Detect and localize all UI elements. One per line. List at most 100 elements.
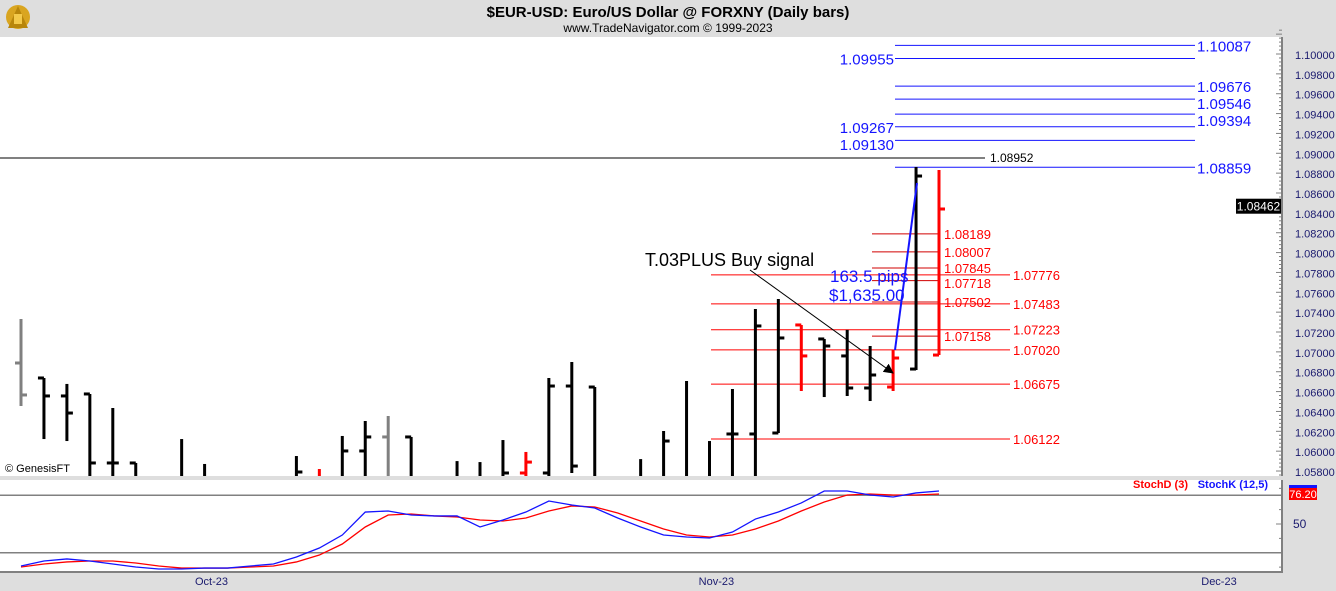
stoch-axis: 50 [1276, 487, 1307, 568]
price-tick-label: 1.06600 [1295, 388, 1335, 400]
watermark: © GenesisFT [5, 463, 70, 475]
ohlc-bar [542, 377, 555, 476]
price-tick-label: 1.10000 [1295, 50, 1335, 62]
ohlc-bar [359, 420, 372, 476]
stoch-lines [20, 490, 940, 570]
level-label-red-short: 1.07718 [944, 276, 991, 291]
date-tick-label: Dec-23 [1201, 576, 1236, 588]
ohlc-bar [910, 166, 923, 371]
level-label-blue: 1.09130 [840, 137, 894, 154]
panel-separator[interactable] [0, 476, 1336, 480]
ohlc-bar [818, 337, 831, 398]
stoch-series-line [20, 490, 940, 570]
level-label-blue: 1.09267 [840, 120, 894, 137]
ohlc-bar [129, 461, 138, 476]
legend-stochd: StochD (3) [1133, 479, 1188, 491]
level-label-blue: 1.10087 [1197, 38, 1251, 55]
annotations: T.03PLUS Buy signal 163.5 pips $1,635.00 [645, 182, 918, 374]
price-tick-label: 1.06400 [1295, 407, 1335, 419]
price-tick-label: 1.07800 [1295, 268, 1335, 280]
price-tick-label: 1.09800 [1295, 70, 1335, 82]
level-label-red: 1.07020 [1013, 343, 1060, 358]
stoch-last-label: 76.20 [1289, 489, 1317, 501]
price-bars [15, 166, 945, 476]
ohlc-bar [382, 416, 390, 476]
ohlc-bar [501, 440, 509, 476]
stoch-tick-label: 50 [1293, 517, 1307, 531]
pips-label: 163.5 pips [830, 267, 908, 286]
price-tick-label: 1.08800 [1295, 169, 1335, 181]
price-tick-label: 1.09400 [1295, 110, 1335, 122]
header-bar [0, 0, 1336, 37]
ohlc-bar [795, 323, 808, 391]
ohlc-bar [933, 169, 945, 357]
level-label-red: 1.07223 [1013, 323, 1060, 338]
ohlc-bar [15, 319, 27, 406]
level-label-blue: 1.08859 [1197, 160, 1251, 177]
ohlc-bar [662, 431, 670, 476]
price-tick-label: 1.08200 [1295, 229, 1335, 241]
price-tick-label: 1.09600 [1295, 90, 1335, 102]
level-label-red: 1.07776 [1013, 268, 1060, 283]
ohlc-bar [340, 435, 349, 476]
ohlc-bar [60, 383, 73, 442]
price-tick-label: 1.07600 [1295, 288, 1335, 300]
gain-line [894, 182, 918, 351]
buy-signal-label: T.03PLUS Buy signal [645, 250, 814, 270]
level-label-red: 1.06122 [1013, 432, 1060, 447]
level-label-red-short: 1.07502 [944, 295, 991, 310]
ohlc-bar [841, 329, 854, 397]
chart-subtitle: www.TradeNavigator.com © 1999-2023 [562, 21, 772, 35]
price-tick-label: 1.07400 [1295, 308, 1335, 320]
price-tick-label: 1.07000 [1295, 348, 1335, 360]
ohlc-bar [772, 299, 785, 435]
date-axis: Oct-23 Nov-23 Dec-23 [195, 576, 1237, 588]
level-label-blue: 1.09394 [1197, 113, 1251, 130]
buy-signal-arrow [749, 269, 894, 374]
level-label-red-short: 1.07845 [944, 261, 991, 276]
ohlc-bar [37, 376, 50, 440]
level-label-red-short: 1.08007 [944, 245, 991, 260]
stoch-reference-lines [0, 494, 1282, 554]
ohlc-bar [405, 435, 413, 476]
level-label-red: 1.06675 [1013, 377, 1060, 392]
dollars-label: $1,635.00 [829, 286, 905, 305]
last-price-badge: 1.08462 [1236, 198, 1281, 214]
level-label-black: 1.08952 [990, 151, 1034, 165]
price-tick-label: 1.06200 [1295, 427, 1335, 439]
price-tick-label: 1.09000 [1295, 149, 1335, 161]
price-axis: 1.058001.060001.062001.064001.066001.068… [1276, 29, 1335, 479]
legend-stochk: StochK (12,5) [1198, 479, 1269, 491]
chart-title: $EUR-USD: Euro/US Dollar @ FORXNY (Daily… [487, 4, 850, 21]
ohlc-bar [864, 346, 877, 402]
level-label-blue: 1.09676 [1197, 79, 1251, 96]
price-panel[interactable] [0, 37, 1282, 476]
last-price-label: 1.08462 [1237, 200, 1281, 214]
date-tick-label: Oct-23 [195, 576, 228, 588]
ohlc-bar [565, 361, 578, 474]
stoch-series-line [20, 493, 940, 569]
level-label-blue: 1.09955 [840, 51, 894, 68]
price-tick-label: 1.08400 [1295, 209, 1335, 221]
ohlc-bar [519, 451, 532, 476]
level-label-blue: 1.09546 [1197, 96, 1251, 113]
ohlc-bar [106, 407, 119, 476]
ohlc-bar [83, 392, 96, 476]
price-tick-label: 1.08600 [1295, 189, 1335, 201]
price-tick-label: 1.09200 [1295, 129, 1335, 141]
stochastic-panel[interactable] [0, 480, 1282, 572]
date-tick-label: Nov-23 [699, 576, 734, 588]
level-label-red: 1.07483 [1013, 297, 1060, 312]
price-tick-label: 1.06000 [1295, 447, 1335, 459]
logo-icon [6, 5, 30, 29]
price-tick-label: 1.06800 [1295, 368, 1335, 380]
ohlc-bar [294, 456, 303, 476]
price-tick-label: 1.08000 [1295, 249, 1335, 261]
ohlc-bar [588, 385, 597, 476]
price-tick-label: 1.07200 [1295, 328, 1335, 340]
stoch-last-badge: 76.20 [1289, 485, 1317, 501]
ohlc-bar [726, 389, 739, 476]
level-label-red-short: 1.07158 [944, 329, 991, 344]
